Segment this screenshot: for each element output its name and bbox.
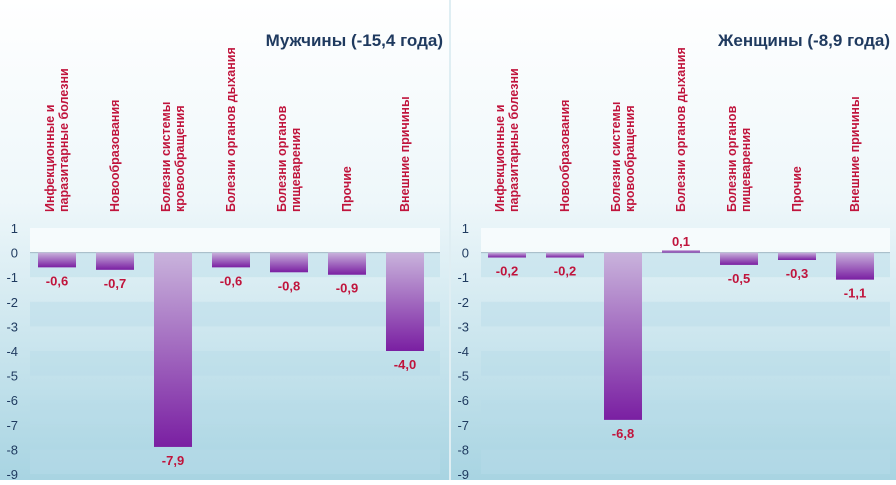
band (481, 400, 890, 425)
value-label: -6,8 (612, 426, 634, 441)
value-label: -0,6 (46, 273, 68, 288)
bar (488, 252, 526, 258)
category-label: Болезни органов дыхания (224, 47, 238, 212)
category-label: Инфекционные и (493, 105, 507, 212)
y-tick-label: 1 (462, 221, 469, 236)
band (30, 449, 440, 474)
category-label: Болезни системы (159, 102, 173, 212)
y-tick-label: -9 (457, 467, 469, 480)
value-label: -0,7 (104, 276, 126, 291)
category-label: Болезни системы (609, 102, 623, 212)
value-label: -0,2 (496, 264, 518, 279)
category-label: Прочие (340, 166, 354, 212)
band (30, 301, 440, 327)
y-tick-label: -3 (457, 319, 469, 334)
band-top (481, 228, 890, 253)
y-tick-label: -8 (457, 442, 469, 457)
category-label: Новообразования (108, 100, 122, 212)
bar (96, 252, 134, 270)
chart-panel-2: 1 0 -1 -2 -3 -4 -5 -6 -7 -8 -9 Женщины (-8,9 года) -… (451, 0, 896, 482)
bar (386, 252, 424, 351)
bar (270, 252, 308, 273)
y-tick-label: -1 (457, 270, 469, 285)
y-tick-label: -2 (457, 295, 469, 310)
category-label: Внешние причины (398, 96, 412, 212)
value-label: -0,5 (728, 271, 750, 286)
category-label: Инфекционные и (43, 105, 57, 212)
y-tick-label: -1 (6, 270, 18, 285)
band-top (30, 228, 440, 253)
band (30, 351, 440, 376)
band (481, 301, 890, 327)
value-label: -0,2 (554, 264, 576, 279)
category-label: пищеварения (739, 128, 753, 212)
value-label: -0,9 (336, 281, 358, 296)
bar (662, 250, 700, 253)
bar (720, 252, 758, 265)
y-tick-label: -5 (6, 369, 18, 384)
y-tick-label: -7 (6, 418, 18, 433)
value-label: -4,0 (394, 357, 416, 372)
y-tick-label: -8 (6, 442, 18, 457)
y-tick-label: -2 (6, 295, 18, 310)
category-label: паразитарные болезни (57, 68, 71, 212)
category-label: кровообращения (173, 105, 187, 212)
bar (212, 252, 250, 268)
value-label: -0,3 (786, 266, 808, 281)
bar (836, 252, 874, 280)
y-tick-label: 0 (11, 246, 18, 261)
value-label: -7,9 (162, 453, 184, 468)
band (30, 400, 440, 425)
y-tick-label: 1 (11, 221, 18, 236)
chart-title: Мужчины (-15,4 года) (266, 31, 443, 50)
y-tick-label: -4 (6, 344, 18, 359)
band (481, 252, 890, 278)
y-tick-label: -6 (457, 393, 469, 408)
bar (328, 252, 366, 275)
y-tick-label: -9 (6, 467, 18, 480)
y-tick-label: -3 (6, 319, 18, 334)
value-label: -0,6 (220, 273, 242, 288)
y-tick-label: -5 (457, 369, 469, 384)
category-label: Новообразования (558, 100, 572, 212)
band (481, 351, 890, 376)
value-label: 0,1 (672, 234, 690, 249)
bar (546, 252, 584, 258)
band (481, 449, 890, 474)
y-tick-label: -7 (457, 418, 469, 433)
category-label: Болезни органов дыхания (674, 47, 688, 212)
category-label: кровообращения (623, 105, 637, 212)
bar (154, 252, 192, 447)
chart-panel-1: 1 0 -1 -2 -3 -4 -5 -6 -7 -8 -9 Мужчины (-15,4 года)… (0, 0, 449, 482)
category-label: Болезни органов (275, 105, 289, 212)
value-label: -1,1 (844, 286, 866, 301)
category-label: Внешние причины (848, 96, 862, 212)
y-tick-label: -4 (457, 344, 469, 359)
value-label: -0,8 (278, 278, 300, 293)
category-label: пищеварения (289, 128, 303, 212)
chart-title: Женщины (-8,9 года) (717, 31, 890, 50)
panel-divider (449, 0, 451, 480)
category-label: паразитарные болезни (507, 68, 521, 212)
category-label: Болезни органов (725, 105, 739, 212)
y-tick-label: -6 (6, 393, 18, 408)
y-tick-label: 0 (462, 246, 469, 261)
category-label: Прочие (790, 166, 804, 212)
bar (778, 252, 816, 260)
bar (604, 252, 642, 420)
bar (38, 252, 76, 268)
